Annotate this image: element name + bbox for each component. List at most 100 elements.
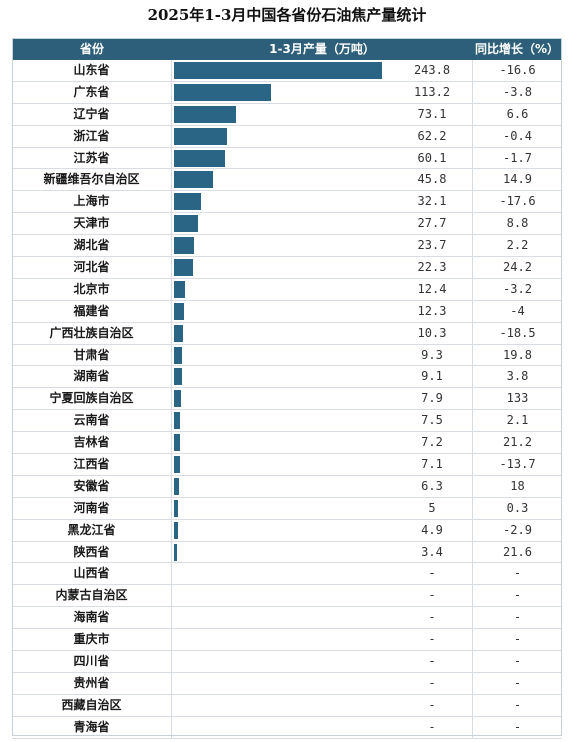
table-body: 山东省 243.8 -16.6 广东省 113.2 -3.8 辽宁省 73.1 6.6 浙江省 62… bbox=[12, 60, 562, 739]
province-label: 安徽省 bbox=[12, 475, 172, 497]
table-row: 河北省 22.3 24.2 bbox=[12, 257, 562, 279]
production-bar bbox=[174, 83, 271, 101]
production-value: 12.4 bbox=[417, 281, 447, 296]
province-label: 海南省 bbox=[12, 607, 172, 629]
yoy-value: 6.6 bbox=[472, 103, 562, 125]
production-value: 4.9 bbox=[421, 522, 443, 537]
province-label: 西藏自治区 bbox=[12, 694, 172, 716]
production-value: - bbox=[428, 588, 436, 603]
table-row: 西藏自治区 - - bbox=[12, 694, 562, 717]
province-label: 河南省 bbox=[12, 497, 172, 519]
province-label: 浙江省 bbox=[12, 125, 172, 147]
production-bar bbox=[174, 280, 185, 298]
production-value: - bbox=[428, 654, 436, 669]
yoy-value: 21.2 bbox=[472, 432, 562, 454]
province-label: 重庆市 bbox=[12, 629, 172, 651]
production-bar bbox=[174, 543, 177, 561]
production-bar bbox=[174, 105, 237, 123]
production-value: 22.3 bbox=[417, 260, 447, 275]
table-row: 山东省 243.8 -16.6 bbox=[12, 60, 562, 82]
production-bar bbox=[174, 215, 198, 233]
table-row: 广东省 113.2 -3.8 bbox=[12, 81, 562, 104]
table-row: 天津市 27.7 8.8 bbox=[12, 213, 562, 236]
production-value: 9.3 bbox=[421, 347, 443, 362]
yoy-value: 18 bbox=[472, 475, 562, 497]
yoy-value: -0.4 bbox=[472, 125, 562, 147]
yoy-value: 24.2 bbox=[472, 257, 562, 279]
table-row: 福建省 12.3 -4 bbox=[12, 300, 562, 323]
chart-title: 2025年1-3月中国各省份石油焦产量统计 bbox=[147, 6, 427, 24]
yoy-value: 14.9 bbox=[472, 169, 562, 191]
production-bar bbox=[174, 434, 181, 452]
table-row: 浙江省 62.2 -0.4 bbox=[12, 125, 562, 148]
province-label: 山东省 bbox=[12, 60, 172, 81]
production-bar bbox=[174, 412, 181, 430]
yoy-value: 0.3 bbox=[472, 497, 562, 519]
production-value: 7.1 bbox=[421, 457, 443, 472]
table-row: 宁夏回族自治区 7.9 133 bbox=[12, 388, 562, 411]
production-value: 12.3 bbox=[417, 303, 447, 318]
production-value: 60.1 bbox=[417, 150, 447, 165]
table-row: 湖北省 23.7 2.2 bbox=[12, 235, 562, 258]
header-yoy: 同比增长（%） bbox=[474, 42, 560, 56]
production-value: 113.2 bbox=[413, 84, 451, 99]
table-row: 四川省 - - bbox=[12, 651, 562, 673]
data-table: 省份 1-3月产量（万吨） 同比增长（%） 山东省 243.8 -16.6 广东省 11… bbox=[12, 38, 562, 739]
production-value: 7.2 bbox=[421, 435, 443, 450]
province-label: 江西省 bbox=[12, 454, 172, 475]
production-value: - bbox=[428, 610, 436, 625]
province-label: 湖北省 bbox=[12, 235, 172, 257]
yoy-value: 19.8 bbox=[472, 344, 562, 366]
production-bar bbox=[174, 259, 194, 277]
province-label: 辽宁省 bbox=[12, 103, 172, 125]
production-value: 23.7 bbox=[417, 238, 447, 253]
yoy-value: - bbox=[472, 607, 562, 629]
province-label: 福建省 bbox=[12, 300, 172, 322]
yoy-value: 3.8 bbox=[472, 366, 562, 388]
province-label: 广东省 bbox=[12, 81, 172, 103]
table-row: 上海市 32.1 -17.6 bbox=[12, 191, 562, 214]
yoy-value: -3.2 bbox=[472, 278, 562, 300]
production-bar bbox=[174, 477, 180, 495]
table-row: 广西壮族自治区 10.3 -18.5 bbox=[12, 322, 562, 345]
production-value: - bbox=[428, 566, 436, 581]
yoy-value: -3.8 bbox=[472, 81, 562, 103]
yoy-value: - bbox=[472, 585, 562, 607]
yoy-value: 2.2 bbox=[472, 235, 562, 257]
province-label: 吉林省 bbox=[12, 432, 172, 454]
province-label: 云南省 bbox=[12, 410, 172, 432]
province-label: 贵州省 bbox=[12, 672, 172, 694]
production-bar bbox=[174, 521, 179, 539]
table-row: 北京市 12.4 -3.2 bbox=[12, 278, 562, 301]
province-label: 上海市 bbox=[12, 191, 172, 213]
province-label: 四川省 bbox=[12, 651, 172, 672]
province-label: 陕西省 bbox=[12, 541, 172, 563]
province-label: 宁夏回族自治区 bbox=[12, 388, 172, 410]
table-row: 甘肃省 9.3 19.8 bbox=[12, 344, 562, 367]
table-row: 陕西省 3.4 21.6 bbox=[12, 541, 562, 564]
production-value: 27.7 bbox=[417, 216, 447, 231]
production-value: 10.3 bbox=[417, 325, 447, 340]
production-bar bbox=[174, 193, 202, 211]
production-bar bbox=[174, 171, 214, 189]
table-header: 省份 1-3月产量（万吨） 同比增长（%） bbox=[12, 38, 562, 60]
province-label: 北京市 bbox=[12, 278, 172, 300]
table-row: 山西省 - - bbox=[12, 563, 562, 586]
production-bar bbox=[174, 390, 181, 408]
table-row: 海南省 - - bbox=[12, 607, 562, 630]
production-bar bbox=[174, 368, 182, 386]
table-row: 黑龙江省 4.9 -2.9 bbox=[12, 519, 562, 542]
production-bar bbox=[174, 324, 183, 342]
production-value: - bbox=[428, 697, 436, 712]
yoy-value: -13.7 bbox=[472, 454, 562, 476]
table-row: 河南省 5 0.3 bbox=[12, 497, 562, 520]
table-row: 江西省 7.1 -13.7 bbox=[12, 454, 562, 476]
table-row: 重庆市 - - bbox=[12, 629, 562, 652]
yoy-value: -16.6 bbox=[472, 60, 562, 81]
yoy-value: 133 bbox=[472, 388, 562, 410]
yoy-value: 8.8 bbox=[472, 213, 562, 235]
yoy-value: - bbox=[472, 629, 562, 651]
table-row: 湖南省 9.1 3.8 bbox=[12, 366, 562, 389]
production-value: 7.5 bbox=[421, 413, 443, 428]
table-row: 辽宁省 73.1 6.6 bbox=[12, 103, 562, 126]
